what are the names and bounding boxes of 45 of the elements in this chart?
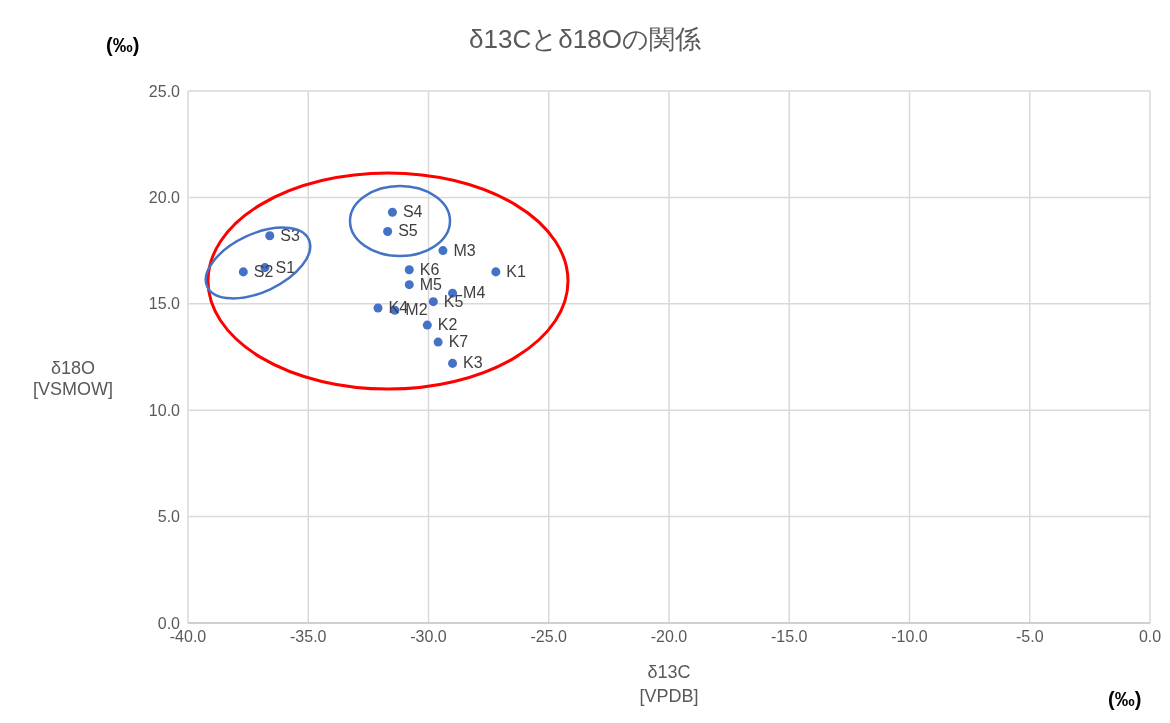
data-label: K7 [448, 333, 469, 351]
x-tick-label: -20.0 [650, 628, 688, 646]
point [373, 303, 383, 313]
data-label: S1 [275, 258, 296, 276]
data-label: K1 [506, 262, 527, 280]
y-tick-label: 5.0 [157, 508, 181, 526]
point [428, 297, 438, 307]
point [491, 267, 501, 277]
point [404, 280, 414, 290]
x-tick-label: -10.0 [891, 628, 928, 646]
chart-title: δ13Cとδ18Oの関係 [469, 24, 701, 54]
point [433, 337, 443, 347]
data-label: K2 [437, 316, 458, 334]
point [238, 267, 248, 277]
y-tick-label: 10.0 [148, 401, 181, 419]
point [422, 320, 432, 330]
point [438, 246, 448, 256]
data-label: S2 [253, 262, 274, 280]
x-tick-label: -15.0 [771, 628, 808, 646]
point [383, 226, 393, 236]
data-label: K6 [419, 260, 440, 278]
data-label: M5 [419, 275, 443, 293]
point [448, 358, 458, 368]
x-tick-label: -40.0 [169, 628, 207, 646]
text: (‰) [106, 34, 140, 57]
y-tick-label: 25.0 [148, 82, 181, 100]
y-tick-label: 15.0 [148, 295, 181, 313]
point [404, 265, 414, 275]
data-label: M3 [453, 241, 476, 259]
data-label: S4 [402, 203, 423, 221]
data-label: S5 [398, 222, 418, 240]
x-tick-label: -35.0 [290, 628, 327, 646]
data-label: M4 [463, 284, 486, 302]
data-label: K3 [463, 354, 483, 372]
x-tick-label: -30.0 [410, 628, 447, 646]
y-tick-label: 20.0 [148, 189, 181, 207]
data-label: K5 [443, 292, 464, 310]
y-axis-title: δ18O [VSMOW] [32, 358, 114, 400]
text: (‰) [1108, 688, 1142, 711]
x-tick-label: 0.0 [1138, 628, 1162, 646]
point [387, 207, 397, 217]
x-tick-label: -5.0 [1015, 628, 1044, 646]
point [265, 231, 275, 241]
x-axis-title: δ13C [VPDB] [638, 661, 700, 708]
x-tick-label: -25.0 [530, 628, 568, 646]
